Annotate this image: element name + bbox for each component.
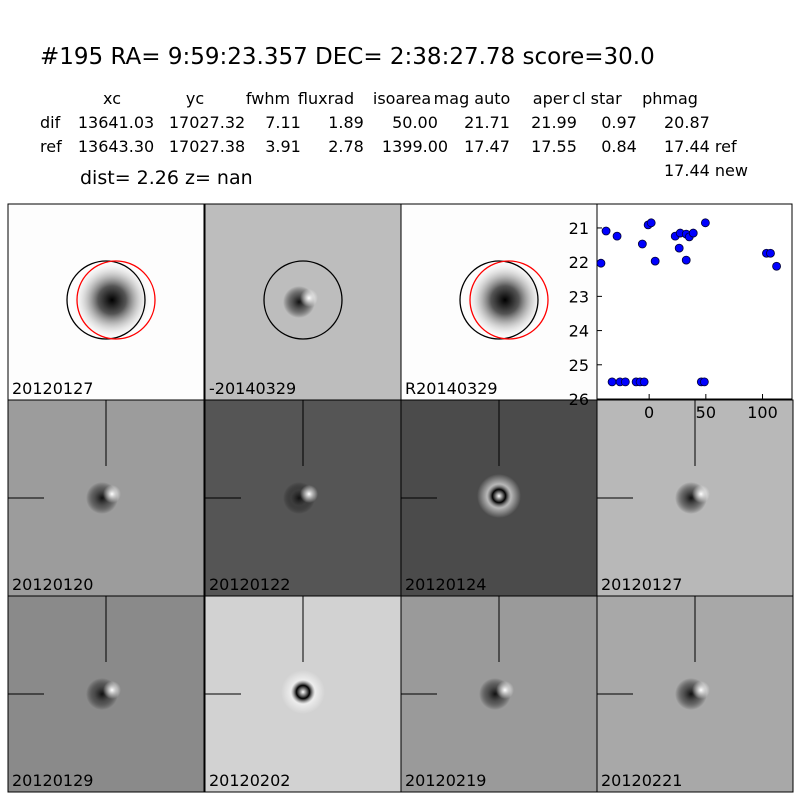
cell: 17.44 ref bbox=[664, 137, 737, 156]
y-tick-label: 26 bbox=[569, 390, 589, 409]
point bbox=[637, 239, 647, 249]
point bbox=[772, 261, 781, 271]
column-header: cl star bbox=[572, 89, 622, 108]
source bbox=[477, 474, 521, 518]
x-tick-label: 50 bbox=[696, 403, 716, 422]
point bbox=[620, 377, 630, 387]
cell: 17027.32 bbox=[169, 113, 245, 132]
panel-label: 20120219 bbox=[405, 771, 486, 790]
title: #195 RA= 9:59:23.357 DEC= 2:38:27.78 sco… bbox=[40, 44, 655, 70]
point bbox=[700, 218, 710, 228]
panel-label: 20120122 bbox=[209, 575, 290, 594]
source-pos bbox=[300, 485, 318, 503]
panel-label: 20120221 bbox=[601, 771, 682, 790]
source bbox=[281, 670, 325, 714]
column-header: fwhm bbox=[246, 89, 290, 108]
source bbox=[72, 260, 152, 340]
cell: 17.47 bbox=[464, 137, 510, 156]
cell: 21.71 bbox=[464, 113, 510, 132]
panel-label: -20140329 bbox=[209, 379, 296, 398]
point bbox=[639, 377, 649, 387]
column-header: aper bbox=[533, 89, 570, 108]
point bbox=[681, 255, 691, 265]
aperture bbox=[263, 260, 343, 340]
source-pos bbox=[103, 485, 121, 503]
y-tick-label: 22 bbox=[569, 253, 589, 272]
point bbox=[674, 243, 684, 253]
cell: 0.97 bbox=[601, 113, 637, 132]
source-pos bbox=[300, 289, 318, 307]
column-header: fluxrad bbox=[298, 89, 354, 108]
y-tick-label: 21 bbox=[569, 219, 589, 238]
point bbox=[596, 258, 606, 268]
cell: 17.55 bbox=[531, 137, 577, 156]
panels: 20120127 -20140329 R20140329 20120120 201201… bbox=[7, 203, 794, 793]
cell: 1.89 bbox=[328, 113, 364, 132]
aperture-ref bbox=[469, 260, 549, 340]
cell: 13643.30 bbox=[78, 137, 154, 156]
source-pos bbox=[103, 681, 121, 699]
x-tick-label: 100 bbox=[747, 403, 778, 422]
panel-label: 20120202 bbox=[209, 771, 290, 790]
point bbox=[646, 218, 656, 228]
cell: 1399.00 bbox=[382, 137, 448, 156]
source-pos bbox=[692, 681, 710, 699]
cell: 2.78 bbox=[328, 137, 364, 156]
point bbox=[650, 256, 660, 266]
x-tick-label: 0 bbox=[644, 403, 654, 422]
source bbox=[465, 260, 545, 340]
y-tick-label: 24 bbox=[569, 322, 589, 341]
aperture bbox=[66, 260, 146, 340]
column-header: phmag bbox=[642, 89, 698, 108]
column-header: xc bbox=[103, 89, 121, 108]
point bbox=[699, 377, 709, 387]
cell: 17027.38 bbox=[169, 137, 245, 156]
row-label: dif bbox=[40, 113, 61, 132]
point bbox=[612, 231, 622, 241]
panel-label: 20120129 bbox=[12, 771, 93, 790]
panel-label: 20120127 bbox=[601, 575, 682, 594]
column-header: yc bbox=[186, 89, 204, 108]
cell: 3.91 bbox=[265, 137, 301, 156]
column-header: mag auto bbox=[434, 89, 511, 108]
cell: 20.87 bbox=[664, 113, 710, 132]
cell: 50.00 bbox=[392, 113, 438, 132]
panel-label: 20120127 bbox=[12, 379, 93, 398]
cell: 21.99 bbox=[531, 113, 577, 132]
row-label: ref bbox=[40, 137, 62, 156]
cell: 0.84 bbox=[601, 137, 637, 156]
aperture-ref bbox=[76, 260, 156, 340]
point bbox=[607, 377, 617, 387]
y-tick-label: 23 bbox=[569, 287, 589, 306]
aperture bbox=[459, 260, 539, 340]
panel-label: 20120120 bbox=[12, 575, 93, 594]
cell: 13641.03 bbox=[78, 113, 154, 132]
point bbox=[766, 248, 775, 258]
column-header: isoarea bbox=[373, 89, 431, 108]
source-pos bbox=[496, 681, 514, 699]
panel-label: R20140329 bbox=[405, 379, 498, 398]
y-tick-label: 25 bbox=[569, 356, 589, 375]
dist-line: dist= 2.26 z= nan bbox=[80, 167, 253, 189]
cell: 7.11 bbox=[265, 113, 301, 132]
point bbox=[601, 226, 611, 236]
point bbox=[688, 228, 698, 238]
phmag-new: 17.44 new bbox=[664, 161, 748, 180]
panel-label: 20120124 bbox=[405, 575, 486, 594]
source-pos bbox=[692, 485, 710, 503]
